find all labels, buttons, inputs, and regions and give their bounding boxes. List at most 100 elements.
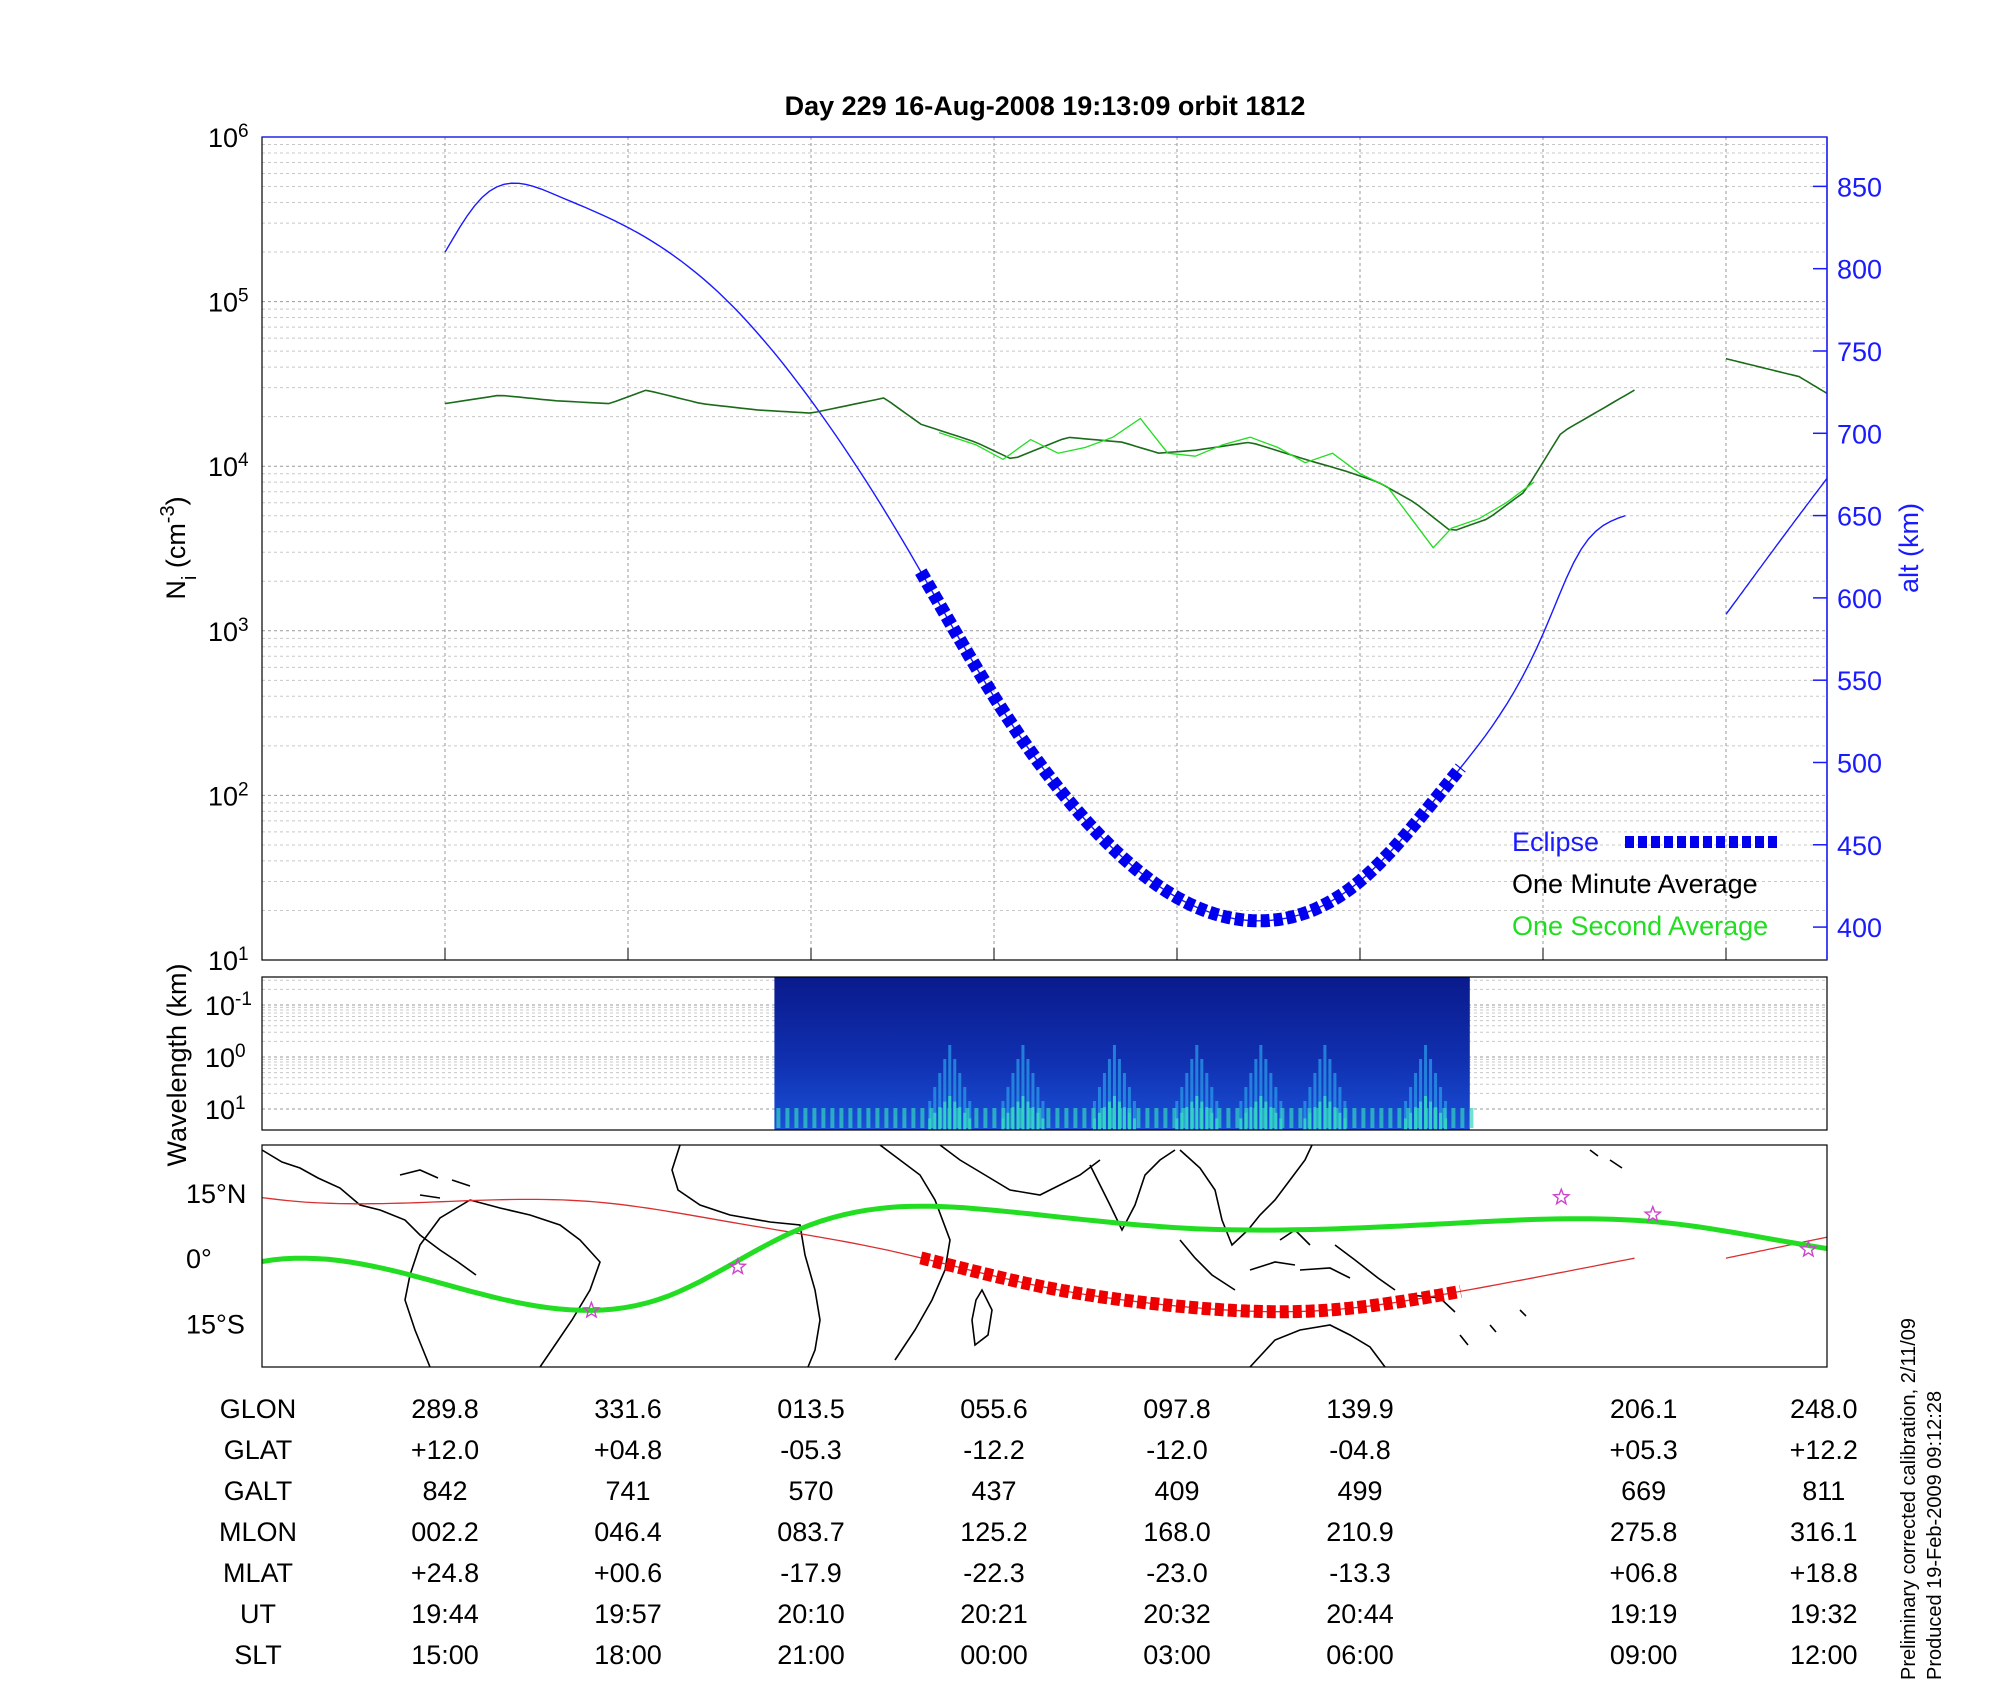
table-cell: +00.6 [594,1558,662,1588]
spectrogram-band [933,1087,937,1130]
table-cell: +05.3 [1609,1435,1677,1465]
spectrogram-low-band [1325,1108,1330,1128]
table-cell: 055.6 [960,1394,1028,1424]
table-cell: 20:32 [1143,1599,1211,1629]
spectrogram-band-core [1419,1101,1423,1130]
spectrogram-band [1404,1101,1408,1130]
spectrogram-low-band [1316,1108,1321,1128]
table-cell: 20:10 [777,1599,845,1629]
spectrogram-band-core [1409,1112,1413,1130]
table-cell: +18.8 [1790,1558,1858,1588]
spectrogram-low-band [1019,1108,1024,1128]
table-cell: 083.7 [777,1517,845,1547]
spectrogram-band-core [1122,1107,1126,1130]
spectrogram-low-band [1415,1108,1420,1128]
spectrogram-low-band [929,1108,934,1128]
spectrogram-band [948,1045,952,1130]
spectrogram-band-core [1041,1118,1045,1130]
spectrogram-band [1264,1059,1268,1130]
spectrogram-band [1195,1045,1199,1130]
spectrogram-band-core [1338,1112,1342,1130]
table-cell: -05.3 [780,1435,842,1465]
spectrogram-low-band [1253,1108,1258,1128]
spectrogram-band [1269,1073,1273,1130]
spectrogram-band [953,1059,957,1130]
spectrogram-band-core [1259,1096,1263,1130]
table-row-label: UT [240,1599,276,1629]
minute-average-line-after-gap [1725,357,1827,395]
spectrogram-band [1239,1101,1243,1130]
table-cell: 03:00 [1143,1640,1211,1670]
spectrogram-band [1323,1045,1327,1130]
spectrogram-low-band [1154,1108,1159,1128]
spectrogram-band [1132,1101,1136,1130]
spectrogram-band [1414,1073,1418,1130]
spectrogram-band [1254,1059,1258,1130]
table-cell: 168.0 [1143,1517,1211,1547]
altitude-tick-label: 650 [1837,502,1882,532]
spectrogram-band [1259,1045,1263,1130]
spectrogram-low-band [992,1108,997,1128]
density-y-tick: 103 [208,614,249,647]
spectrogram-y-tick: 101 [205,1093,246,1126]
spectrogram-low-band [1001,1108,1006,1128]
spectrogram-low-band [1046,1108,1051,1128]
spectrogram-low-band [1235,1108,1240,1128]
spectrogram-band [943,1059,947,1130]
spectrogram-band [1117,1059,1121,1130]
table-cell: 19:32 [1790,1599,1858,1629]
table-row-label: GLON [220,1394,297,1424]
spectrogram-band [1107,1059,1111,1130]
spectrogram-band [1303,1101,1307,1130]
spectrogram-band-core [1274,1112,1278,1130]
density-y-tick: 102 [208,779,249,812]
altitude-tick-labels: 400 450 500 550 600 650 700 750 800 850 [1813,172,1882,943]
magnetic-equator [262,1203,1827,1313]
spectrogram-low-band [1163,1108,1168,1128]
table-cell: 20:21 [960,1599,1028,1629]
spectrogram-band [1041,1101,1045,1130]
altitude-tick-label: 800 [1837,255,1882,285]
eclipse-segment [915,568,1466,928]
map-series [262,1187,1827,1319]
table-cell: -12.2 [963,1435,1025,1465]
spectrogram-band [1313,1073,1317,1130]
spectrogram-low-band [938,1108,943,1128]
table-cell: 437 [971,1476,1016,1506]
coastline-australia [1249,1324,1386,1367]
spectrogram-band [1439,1087,1443,1130]
coastline-north-america [262,1149,477,1276]
second-average-line [938,417,1535,549]
spectrogram-band [1215,1101,1219,1130]
density-ticks [444,948,1727,960]
spectrogram-band [1409,1087,1413,1130]
spectrogram-band-core [1102,1107,1106,1130]
spectrogram-low-band [1379,1108,1384,1128]
spectrogram-low-band [1298,1108,1303,1128]
spectrogram-low-band [1145,1108,1150,1128]
altitude-tick-label: 500 [1837,748,1882,778]
spectrogram-low-band [848,1108,853,1128]
spectrogram-low-band [1388,1108,1393,1128]
spectrogram-low-band [875,1108,880,1128]
altitude-tick-label: 700 [1837,419,1882,449]
spectrogram-low-band [830,1108,835,1128]
table-cell: 289.8 [411,1394,479,1424]
star-marker [581,1300,601,1319]
spectrogram-band [1318,1059,1322,1130]
coastline-madagascar [971,1288,993,1347]
table-cell: 499 [1337,1476,1382,1506]
spectrogram-low-band [803,1108,808,1128]
spectrogram-band [1031,1073,1035,1130]
spectrogram-band-core [1031,1107,1035,1130]
table-cell: +04.8 [594,1435,662,1465]
map-axes [261,1144,1828,1368]
spectrogram-low-band [1280,1108,1285,1128]
star-marker [1551,1187,1571,1206]
map-latitude-tick: 15°S [186,1309,245,1339]
spectrogram-low-band [812,1108,817,1128]
star-marker [728,1256,748,1276]
spectrogram-low-band [1181,1108,1186,1128]
spectrogram-low-band [1361,1108,1366,1128]
table-cell: -12.0 [1146,1435,1208,1465]
